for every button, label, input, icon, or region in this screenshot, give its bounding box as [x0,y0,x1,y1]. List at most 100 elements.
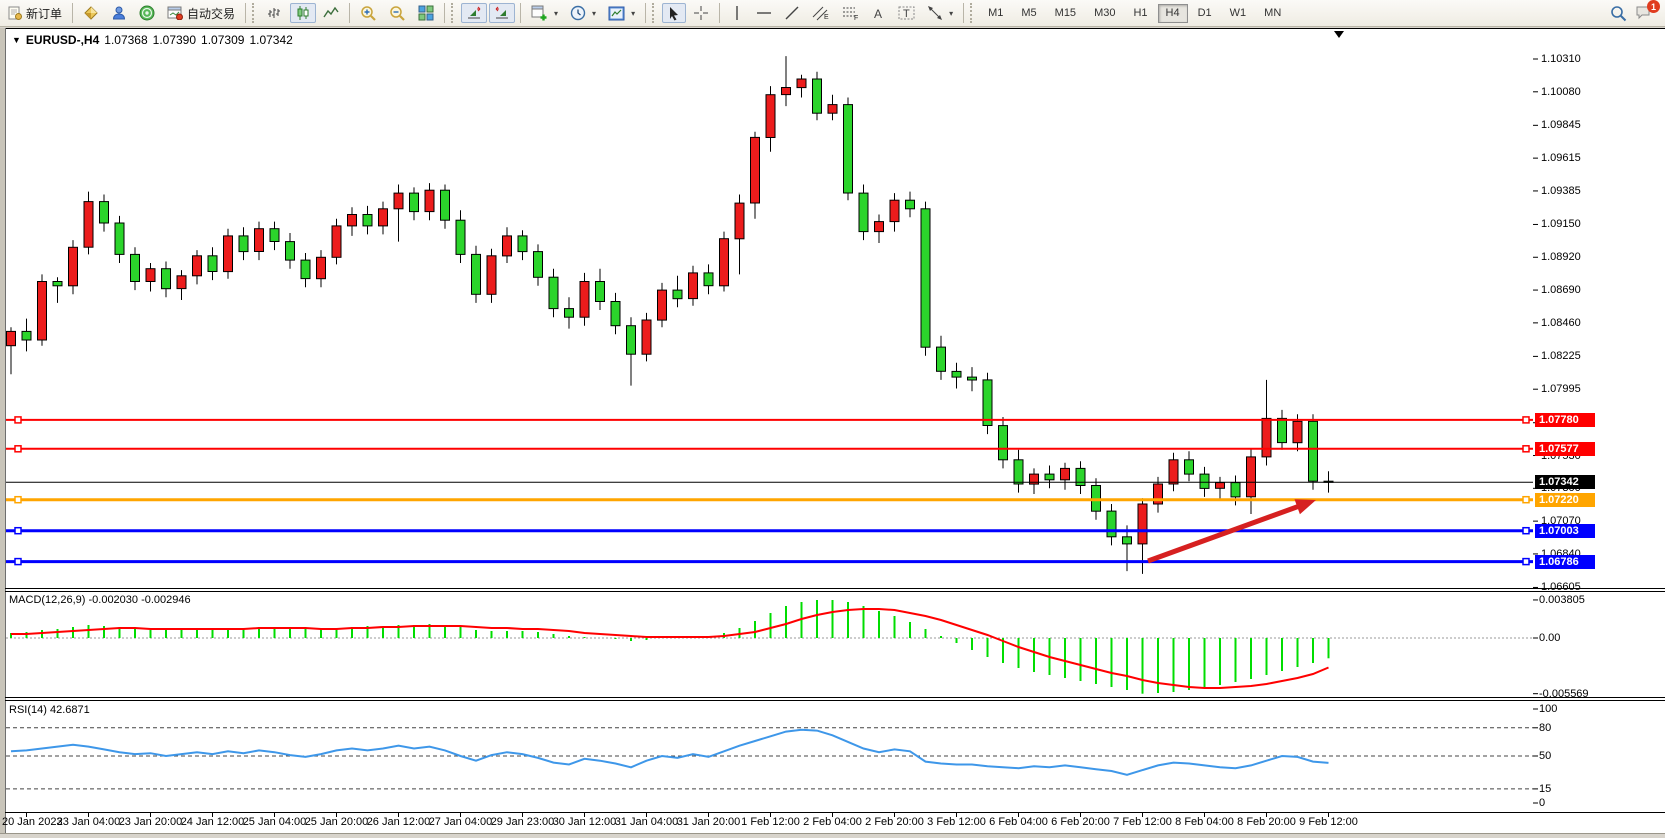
auto-scroll-button[interactable] [489,3,516,23]
line-anchor-handle[interactable] [14,557,22,566]
search-icon[interactable] [1610,5,1627,22]
line-anchor-handle[interactable] [14,526,22,535]
arrows-tool-button[interactable]: ▾ [922,3,958,23]
line-anchor-handle[interactable] [14,495,22,504]
dropdown-arrow-icon: ▾ [554,8,559,18]
line-anchor-handle[interactable] [1522,526,1530,535]
price-tick-label: 1.10310 [1541,53,1581,65]
chart-window[interactable] [0,28,1665,833]
timeframe-button-m5[interactable]: M5 [1021,7,1037,19]
svg-text:E: E [824,14,829,21]
toolbar-drag-handle[interactable] [451,3,458,23]
cursor-arrow-icon [667,6,681,21]
macd-panel [6,600,1533,694]
line-anchor-handle[interactable] [14,445,22,453]
notifications-button[interactable]: 1 [1635,0,1660,21]
person-icon [111,5,127,21]
timeframe-button-m1[interactable]: M1 [988,7,1004,19]
fibonacci-icon: F [842,5,860,21]
trendline-icon [784,5,800,21]
price-tick-label: 1.09150 [1541,218,1581,231]
cursor-button[interactable] [662,3,687,23]
svg-text:A: A [874,7,882,21]
crosshair-button[interactable] [688,3,714,23]
new-order-button[interactable]: 新订单 [3,3,67,23]
time-label: 3 Feb 12:00 [927,816,986,828]
line-anchor-handle[interactable] [1522,495,1530,504]
trendline-tool-button[interactable] [779,3,805,23]
chart-collapse-icon[interactable]: ▼ [12,35,21,45]
toolbar-drag-handle[interactable] [970,3,977,23]
periods-button[interactable]: ▾ [565,3,601,23]
chart-shift-marker[interactable] [1334,31,1344,38]
timeframe-button-h4[interactable]: H4 [1157,3,1188,23]
toolbar-separator [520,3,522,23]
fibonacci-tool-button[interactable]: F [837,3,865,23]
time-label: 2 Feb 04:00 [803,816,862,828]
price-tag: 1.07220 [1535,492,1595,507]
vertical-line-tool-button[interactable] [725,3,749,23]
bar-chart-button[interactable] [262,3,288,23]
dropdown-arrow-icon: ▾ [631,8,636,18]
toolbar-separator [349,3,351,23]
timeframe-button-d1[interactable]: D1 [1197,7,1212,19]
rsi-value: 42.6871 [49,704,90,716]
auto-scroll-icon [494,5,510,21]
notification-badge: 1 [1647,0,1660,13]
rsi-panel [6,727,1533,790]
price-tick-label: 1.09615 [1541,152,1581,165]
timeframe-button-h1[interactable]: H1 [1133,7,1148,19]
arrows-icon [927,5,943,21]
label-tool-button[interactable]: T [893,3,920,23]
autotrading-button[interactable]: 自动交易 [162,3,240,23]
toolbar-separator [72,3,74,23]
chart-top-border [0,28,1665,29]
chart-title: ▼ EURUSD-,H4 1.07368 1.07390 1.07309 1.0… [12,33,293,47]
toolbar-drag-handle[interactable] [252,3,259,23]
price-tick-label: 1.09845 [1541,119,1581,132]
time-label: 2 Feb 20:00 [865,816,924,828]
timeframe-button-m30[interactable]: M30 [1094,7,1116,19]
indicators-button[interactable]: ▾ [526,3,563,23]
tile-windows-icon [418,5,434,21]
timeframe-button-w1[interactable]: W1 [1229,7,1247,19]
time-label: 6 Feb 04:00 [989,816,1048,828]
current-price-tag: 1.07342 [1535,475,1595,490]
chart-low-value: 1.07309 [201,33,245,47]
line-chart-button[interactable] [318,3,344,23]
line-anchor-handle[interactable] [1522,557,1530,566]
market-watch-button[interactable] [106,3,132,23]
line-anchor-handle[interactable] [1522,416,1530,424]
text-label-icon: T [898,5,915,21]
toolbar-separator [245,3,247,23]
toolbar-drag-handle[interactable] [652,3,659,23]
horizontal-line-tool-button[interactable] [751,3,777,23]
time-label: 6 Feb 20:00 [1051,816,1110,828]
timeframe-button-m15[interactable]: M15 [1054,7,1077,19]
timeframe-button-mn[interactable]: MN [1264,7,1282,19]
price-tag: 1.07780 [1535,412,1595,427]
tile-windows-button[interactable] [413,3,439,23]
window-left-frame [0,28,6,833]
line-anchor-handle[interactable] [14,416,22,424]
text-icon: A [872,6,886,21]
time-label: 8 Feb 20:00 [1237,816,1296,828]
macd-tick-label: -0.005569 [1539,687,1589,700]
macd-indicator-label: MACD(12,26,9) -0.002030 -0.002946 [9,594,191,606]
equidistant-channel-tool-button[interactable]: E [807,3,835,23]
time-label: 23 Jan 04:00 [56,816,121,828]
signals-button[interactable] [134,3,160,23]
chart-shift-button[interactable] [461,3,488,23]
templates-button[interactable]: ▾ [603,3,640,23]
chart-high-value: 1.07390 [152,33,197,47]
zoom-out-button[interactable] [384,3,411,23]
add-indicator-icon [531,5,548,21]
trend-arrow[interactable] [1147,499,1316,564]
new-chart-button[interactable] [78,3,104,23]
zoom-in-button[interactable] [355,3,382,23]
line-anchor-handle[interactable] [1522,445,1530,453]
svg-text:T: T [903,8,910,20]
text-tool-button[interactable]: A [867,3,891,23]
candlestick-chart-button[interactable] [290,3,317,23]
